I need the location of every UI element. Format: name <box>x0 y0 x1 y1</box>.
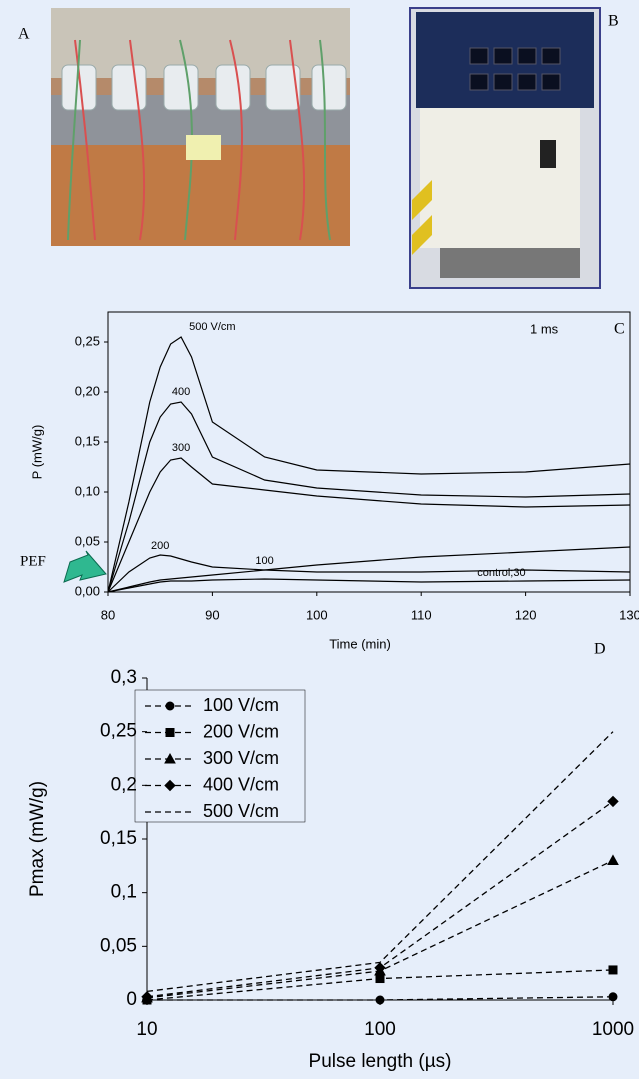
point <box>141 991 153 1003</box>
x-tick-label: 10 <box>136 1019 157 1040</box>
legend-marker <box>165 728 175 737</box>
legend-label: 100 V/cm <box>203 695 279 715</box>
y-tick-label: 0,3 <box>111 667 137 688</box>
series-label: 100 <box>255 555 273 567</box>
point <box>608 965 618 975</box>
point <box>374 962 386 974</box>
legend-label: 300 V/cm <box>203 748 279 768</box>
line <box>107 546 631 593</box>
series-label: 300 <box>172 442 190 454</box>
y-tick-label: 0,20 <box>75 383 100 398</box>
line <box>107 401 631 593</box>
legend <box>134 689 306 823</box>
x-tick-label: 130 <box>619 607 639 622</box>
legend-marker <box>164 752 176 764</box>
y-tick-label: 0,25 <box>100 721 137 742</box>
line <box>107 578 631 593</box>
panel-label: A <box>18 26 30 43</box>
x-tick-label: 1000 <box>592 1019 634 1040</box>
y-tick-label: 0,15 <box>100 828 137 849</box>
legend-marker <box>165 701 175 711</box>
point <box>608 992 618 1002</box>
point <box>607 854 619 865</box>
series-label: 200 <box>151 540 169 552</box>
x-tick-label: 110 <box>411 607 432 622</box>
y-tick-label: 0,25 <box>75 333 100 348</box>
annotation: PEF <box>20 553 46 569</box>
y-tick-label: 0 <box>126 989 137 1010</box>
line <box>107 554 631 593</box>
point <box>607 795 619 808</box>
legend-label: 500 V/cm <box>203 801 279 821</box>
y-tick-label: 0,10 <box>75 483 100 498</box>
point <box>375 974 385 984</box>
series-label: 500 V/cm <box>189 321 235 333</box>
x-tick-label: 100 <box>364 1019 396 1040</box>
line <box>146 731 614 993</box>
photo-b <box>409 7 601 289</box>
photo-a <box>51 8 350 246</box>
panel-label: D <box>594 641 606 658</box>
y-tick-label: 0,05 <box>100 935 137 956</box>
panel-label: C <box>614 321 625 338</box>
series-label: control;30 <box>477 567 525 579</box>
x-tick-label: 90 <box>205 607 219 622</box>
x-axis-title: Pulse length (µs) <box>309 1051 452 1072</box>
legend-marker <box>164 779 176 792</box>
point <box>375 995 385 1005</box>
plot-frame <box>107 311 631 593</box>
y-tick-label: 0,15 <box>75 433 100 448</box>
y-axis-title: Pmax (mW/g) <box>27 781 48 897</box>
annotation: 1 ms <box>530 321 559 336</box>
line <box>107 336 631 593</box>
x-tick-label: 80 <box>101 607 115 622</box>
y-tick-label: 0,2 <box>111 774 137 795</box>
y-axis-title: P (mW/g) <box>29 425 44 480</box>
y-tick-label: 0,05 <box>75 533 100 548</box>
pef-arrow <box>63 550 107 583</box>
y-tick-label: 0,00 <box>75 583 100 598</box>
panel-label: B <box>608 13 619 30</box>
x-axis-title: Time (min) <box>329 636 391 651</box>
x-tick-label: 120 <box>515 607 537 622</box>
legend-label: 400 V/cm <box>203 774 279 794</box>
line <box>107 457 631 593</box>
x-tick-label: 100 <box>306 607 328 622</box>
legend-label: 200 V/cm <box>203 721 279 741</box>
y-tick-label: 0,1 <box>111 882 137 903</box>
series-label: 400 <box>172 386 190 398</box>
